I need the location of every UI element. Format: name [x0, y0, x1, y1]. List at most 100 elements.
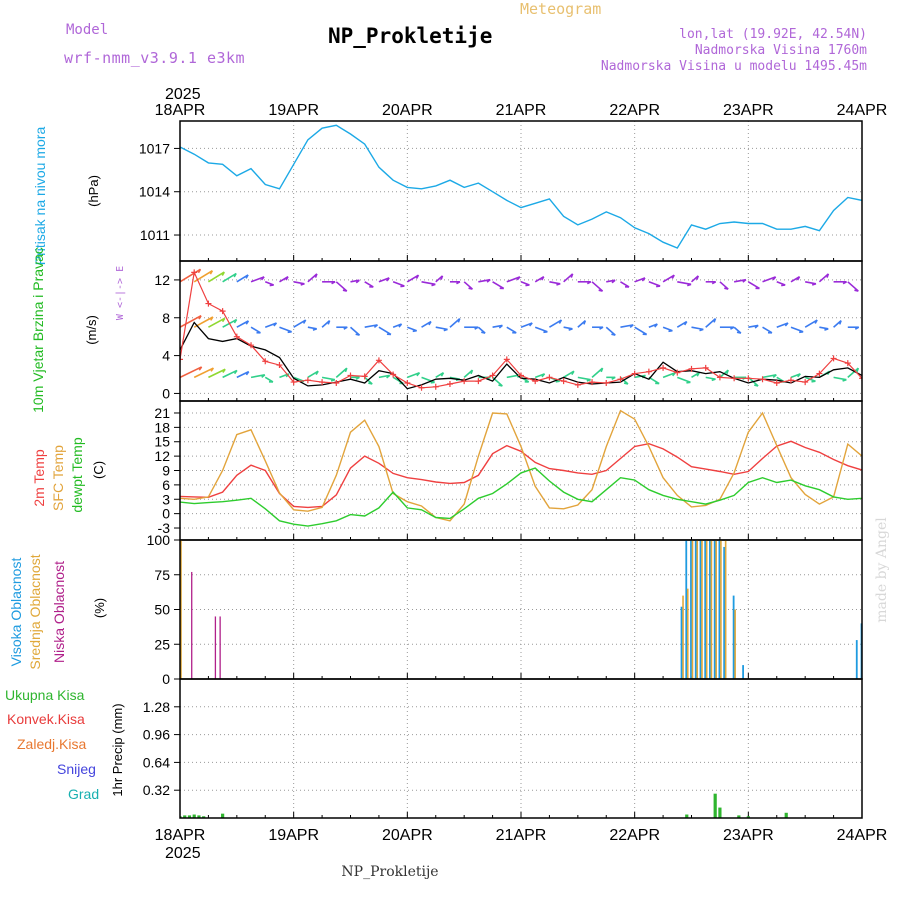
wind-barb-head [330, 378, 336, 382]
chart-title: NP_Prokletije [328, 24, 492, 48]
wind-barb-head [470, 369, 474, 375]
meteogram-label: Meteogram [520, 0, 601, 18]
wind-barb [705, 318, 717, 328]
wind-barb [364, 324, 378, 329]
wind-barb-head [312, 328, 317, 331]
y-tick-label: 1011 [140, 227, 170, 243]
wind-barb [378, 326, 392, 336]
cloud-bar-srednja [686, 588, 689, 679]
gust-marker [304, 377, 311, 384]
y-tick-label: 25 [154, 636, 170, 652]
wind-barb-head [784, 322, 789, 327]
y-tick-label: 1.28 [143, 699, 170, 715]
wind-barb [648, 376, 660, 385]
y-tick-label: 0.32 [143, 782, 170, 798]
precip-bar-total [746, 816, 750, 818]
wind-barb-head [355, 376, 360, 380]
footer-station: NP_Prokletije [341, 864, 438, 880]
x-tick-label-top: 20APR [382, 102, 433, 119]
wind-barb-head [474, 326, 479, 330]
cloud-bar-visoka [855, 640, 858, 679]
series-line-2m-temp [180, 440, 862, 509]
wind-barb-head [498, 324, 503, 329]
cloud-bar-srednja [705, 540, 708, 679]
wind-barb-head [368, 382, 373, 385]
wind-barb-head [742, 279, 747, 283]
precip-bar-total [784, 812, 788, 818]
wind-barb-head [269, 284, 274, 287]
gust-marker [432, 383, 439, 390]
gust-marker [560, 378, 567, 385]
gust-marker [617, 376, 624, 383]
wind-barb [662, 372, 676, 379]
wind-barb [180, 315, 202, 328]
legend-total-precip: Ukupna Kisa [5, 687, 85, 703]
panel-body [180, 124, 862, 249]
year-bottom: 2025 [165, 845, 201, 862]
wind-barb [790, 326, 804, 333]
wind-barb-head [796, 276, 801, 281]
wind-barb-head [726, 369, 729, 375]
y-tick-label: 6 [162, 477, 170, 493]
panel-pressure: 1011 1014 1017 [139, 120, 863, 262]
wind-barb-head [300, 283, 305, 286]
gust-marker [375, 357, 382, 364]
wind-barb-head [233, 319, 238, 324]
y-tick-label: 12 [154, 272, 170, 288]
wind-barb [605, 326, 616, 336]
y-tick-label: 18 [154, 419, 170, 435]
cloud-bar-srednja [682, 595, 684, 679]
wind-barb-head [556, 283, 561, 286]
wind-barb [421, 281, 436, 286]
wind-barb-head [571, 370, 575, 376]
wind-compass-legend: W <-|-> E [115, 266, 126, 320]
wind-barb-head [385, 277, 390, 282]
gust-marker [844, 360, 851, 367]
wind-barb [222, 369, 238, 379]
cloud-bar-srednja [734, 609, 736, 679]
wind-barb-head [355, 279, 360, 284]
wind-barb [378, 277, 390, 283]
precip-bar-total [685, 814, 689, 818]
wind-barb [222, 272, 237, 283]
gust-marker [418, 384, 425, 391]
gust-marker [830, 355, 837, 362]
wind-barb [250, 276, 265, 283]
wind-barb-head [516, 276, 521, 281]
wind-barb-head [598, 289, 603, 292]
wind-barb-head [245, 274, 249, 279]
wind-barb-head [623, 382, 629, 385]
wind-barb [279, 326, 292, 333]
wind-barb-head [724, 287, 729, 290]
wind-barb-head [611, 333, 616, 336]
series-line-pritisak [180, 124, 862, 249]
precip-bar-total [187, 815, 192, 818]
wind-barb [335, 367, 348, 378]
legend-conv-precip: Konvek.Kisa [7, 711, 85, 727]
wind-barb-head [209, 270, 214, 275]
wind-barb-head [814, 319, 818, 324]
wind-barb-head [197, 268, 202, 274]
gust-marker [333, 380, 340, 387]
wind-barb-head [415, 274, 420, 279]
pressure-unit: (hPa) [86, 175, 101, 207]
gust-marker [674, 369, 681, 376]
wind-barb-head [302, 319, 307, 324]
wind-barb-head [730, 326, 735, 330]
gust-marker [404, 380, 411, 387]
gust-marker [546, 374, 553, 381]
y-tick-label: 3 [162, 491, 170, 507]
model-elevation-label: Nadmorska Visina u modelu 1495.45m [601, 59, 867, 74]
wind-barb-head [799, 331, 804, 334]
wind-barb-head [440, 275, 444, 280]
wind-barb [349, 326, 361, 336]
wind-barb [833, 376, 847, 381]
x-tick-label-bottom: 24APR [837, 827, 888, 844]
wind-barb-head [198, 315, 202, 320]
wind-barb [180, 268, 201, 283]
wind-barb [591, 367, 604, 378]
cloud-bar-srednja [701, 540, 703, 679]
wind-barb-head [600, 367, 604, 373]
wind-barb [805, 281, 817, 285]
